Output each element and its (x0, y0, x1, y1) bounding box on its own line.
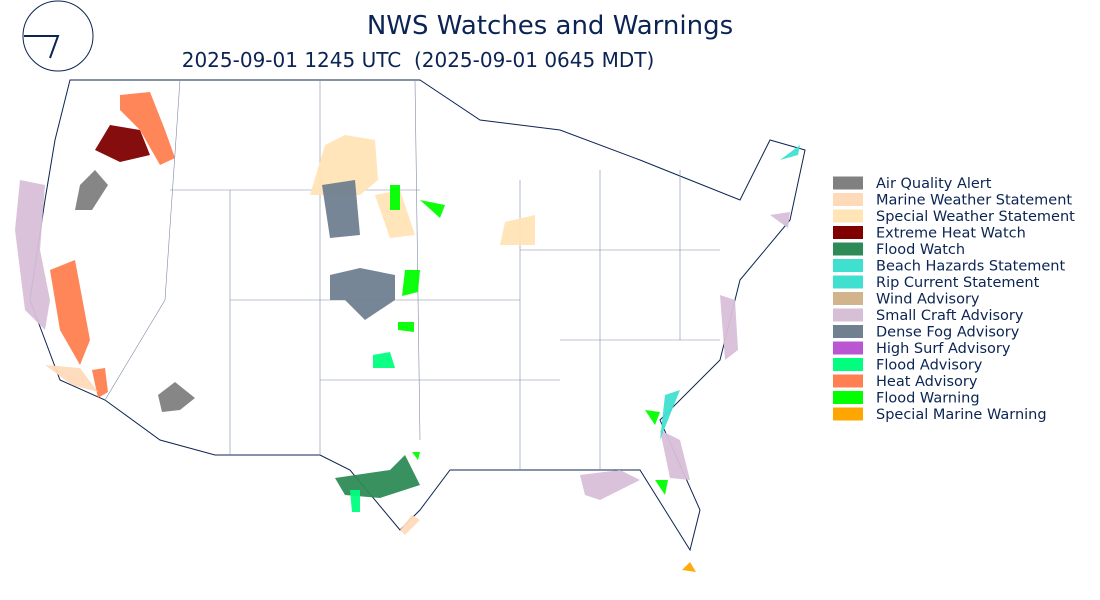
warning-area (50, 260, 90, 365)
warning-area (15, 180, 50, 330)
legend-label: Dense Fog Advisory (876, 325, 1020, 341)
warning-area (420, 200, 445, 218)
legend-label: Beach Hazards Statement (876, 259, 1066, 275)
warning-area (402, 270, 420, 296)
warning-area (375, 190, 415, 238)
warning-area (75, 170, 108, 210)
warning-area (390, 185, 400, 210)
legend-swatch (833, 226, 863, 239)
legend-swatch (833, 209, 863, 223)
warning-area (95, 125, 150, 162)
warning-area (412, 452, 420, 460)
warning-area (158, 382, 195, 412)
warning-area (335, 455, 420, 498)
warning-area (400, 515, 420, 535)
legend-swatch (833, 292, 863, 305)
map (15, 79, 806, 572)
warning-area (500, 215, 535, 245)
warning-area (92, 368, 108, 398)
warning-area (310, 135, 378, 195)
legend-label: Air Quality Alert (876, 176, 992, 192)
warning-area (330, 268, 395, 320)
legend-label: Special Weather Statement (876, 209, 1075, 225)
warning-area (645, 410, 660, 425)
legend-label: Flood Advisory (876, 358, 983, 374)
legend-swatch (833, 275, 863, 289)
warning-area (322, 180, 360, 238)
warning-area (580, 470, 640, 500)
legend-swatch (833, 341, 863, 355)
title: NWS Watches and Warnings (367, 11, 733, 41)
warning-area (780, 145, 800, 160)
legend-swatch (833, 391, 863, 404)
warning-area (398, 322, 414, 332)
warning-area (770, 212, 790, 228)
warning-area (655, 480, 668, 495)
warning-area (350, 490, 360, 512)
legend-swatch (833, 193, 863, 206)
legend-label: Special Marine Warning (876, 407, 1047, 423)
legend-label: Flood Warning (876, 391, 980, 407)
legend-label: Flood Watch (876, 242, 965, 258)
warning-area (120, 92, 175, 165)
warning-area (660, 390, 680, 440)
warning-area (720, 295, 738, 360)
warning-area (45, 365, 98, 392)
logo-mark (24, 35, 60, 59)
legend-label: Small Craft Advisory (876, 308, 1024, 324)
logo (22, 0, 94, 72)
legend-label: Heat Advisory (876, 374, 978, 390)
subtitle: 2025-09-01 1245 UTC (2025-09-01 0645 MDT… (182, 48, 655, 72)
legend-label: Extreme Heat Watch (876, 226, 1026, 242)
warning-area (373, 352, 395, 368)
legend-swatch (833, 176, 863, 190)
legend-swatch (833, 308, 863, 322)
legend-swatch (833, 259, 863, 272)
legend-swatch (833, 325, 863, 338)
legend-label: Wind Advisory (876, 292, 980, 308)
warning-area (682, 562, 696, 572)
legend-swatch (833, 358, 863, 371)
warning-area (660, 430, 690, 480)
us-outline (29, 79, 806, 552)
legend-label: Rip Current Statement (876, 275, 1040, 291)
legend-swatch (833, 242, 863, 256)
legend-label: Marine Weather Statement (876, 193, 1072, 209)
legend-swatch (833, 374, 863, 388)
legend-swatch (833, 407, 863, 421)
legend-label: High Surf Advisory (876, 341, 1011, 357)
